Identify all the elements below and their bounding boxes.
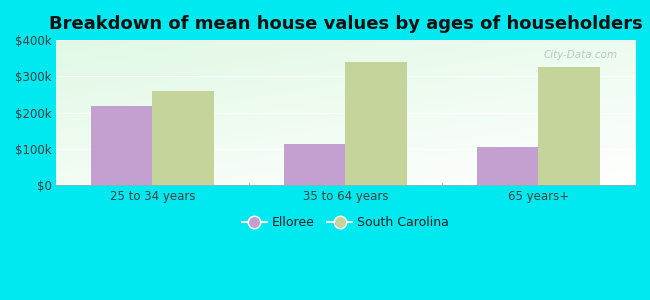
Bar — [152, 91, 214, 185]
Bar — [345, 62, 407, 185]
Bar — [90, 106, 152, 185]
Text: City-Data.com: City-Data.com — [543, 50, 618, 60]
Title: Breakdown of mean house values by ages of householders: Breakdown of mean house values by ages o… — [49, 15, 642, 33]
Bar — [476, 147, 538, 185]
Legend: Elloree, South Carolina: Elloree, South Carolina — [237, 212, 454, 235]
Bar — [538, 68, 600, 185]
Bar — [283, 144, 345, 185]
